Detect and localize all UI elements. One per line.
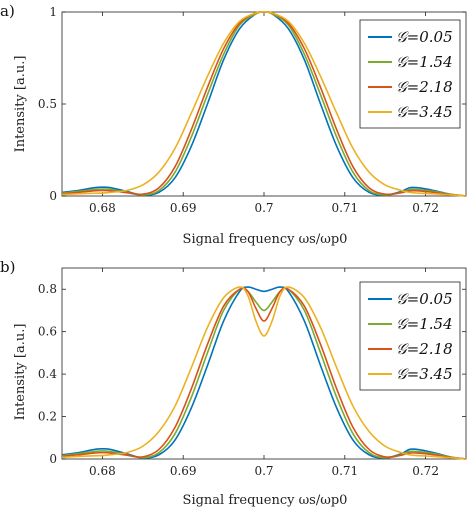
legend: 𝒢=0.05 𝒢=1.54 𝒢=2.18 𝒢=3.45 [359,19,461,129]
y-tick-label: 0.5 [38,97,57,111]
x-tick-label: 0.72 [412,201,439,215]
y-tick-label: 0 [49,189,57,203]
legend-label: 𝒢=1.54 [396,315,453,333]
panel-a: a) Intensity [a.u.] Signal frequency ωs/… [0,2,467,247]
panel-label: a) [0,2,15,20]
y-tick-label: 0.2 [38,410,57,424]
x-tick-label: 0.68 [89,201,116,215]
panel-b: b) Intensity [a.u.] Signal frequency ωs/… [0,258,467,508]
plot-area: 0.68 0.69 0.7 0.71 0.72 0 0.5 1 𝒢=0.05 𝒢=1.54 𝒢=2.… [38,5,467,215]
series-line [62,286,466,460]
legend-label: 𝒢=0.05 [396,290,453,308]
series-line [62,11,466,197]
panel-label: b) [0,258,15,276]
x-axis-label: Signal frequency ωs/ωp0 [183,232,348,247]
x-axis-label: Signal frequency ωs/ωp0 [183,493,348,508]
x-tick-label: 0.71 [331,201,358,215]
y-tick-label: 0 [49,452,57,466]
x-tick-label: 0.69 [170,464,197,478]
legend-label: 𝒢=0.05 [396,28,453,46]
y-tick-label: 0.8 [38,282,57,296]
legend: 𝒢=0.05 𝒢=1.54 𝒢=2.18 𝒢=3.45 [359,281,461,391]
y-axis-label: Intensity [a.u.] [13,324,28,421]
series-line [62,286,466,460]
legend-label: 𝒢=3.45 [396,365,453,383]
x-tick-label: 0.68 [89,464,116,478]
plot-area: 0.68 0.69 0.7 0.71 0.7200.20.40.60.8𝒢=0.05𝒢=… [38,267,467,478]
series-line [62,287,466,460]
x-tick-label: 0.7 [254,464,273,478]
x-tick-label: 0.7 [254,201,273,215]
y-tick-label: 0.4 [38,367,57,381]
x-tick-label: 0.72 [412,464,439,478]
x-tick-label: 0.71 [331,464,358,478]
x-tick-label: 0.69 [170,201,197,215]
legend-label: 𝒢=1.54 [396,53,453,71]
y-tick-label: 0.6 [38,325,57,339]
legend-label: 𝒢=2.18 [396,78,453,96]
y-axis-label: Intensity [a.u.] [13,56,28,153]
legend-label: 𝒢=3.45 [396,103,453,121]
y-tick-label: 1 [49,5,57,19]
legend-label: 𝒢=2.18 [396,340,453,358]
